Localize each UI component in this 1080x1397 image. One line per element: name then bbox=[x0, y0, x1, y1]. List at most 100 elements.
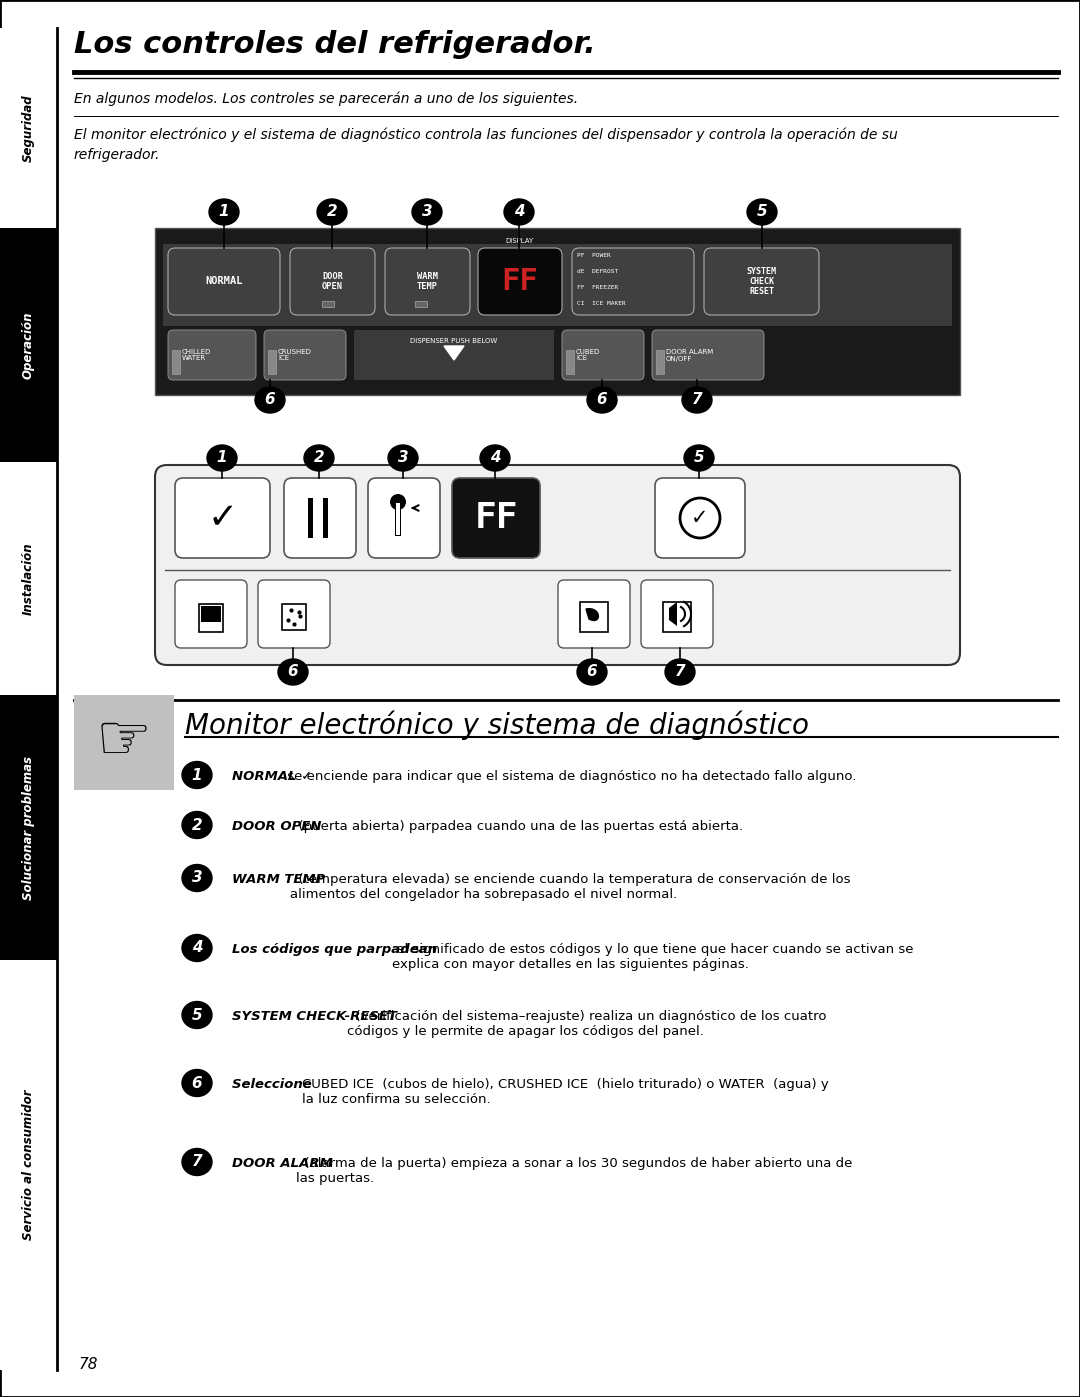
Bar bbox=[172, 351, 180, 374]
Bar bbox=[0, 694, 57, 960]
Text: 3: 3 bbox=[397, 450, 408, 465]
Ellipse shape bbox=[577, 659, 607, 685]
Text: El monitor electrónico y el sistema de diagnóstico controla las funciones del di: El monitor electrónico y el sistema de d… bbox=[75, 129, 897, 142]
Text: 5: 5 bbox=[191, 1007, 202, 1023]
Ellipse shape bbox=[207, 446, 237, 471]
Text: 4: 4 bbox=[489, 450, 500, 465]
Ellipse shape bbox=[681, 387, 712, 414]
Ellipse shape bbox=[183, 865, 212, 891]
Ellipse shape bbox=[183, 1002, 212, 1028]
Text: dE  DEFROST: dE DEFROST bbox=[577, 270, 618, 274]
Text: CRUSHED
ICE: CRUSHED ICE bbox=[278, 348, 312, 362]
Text: 6: 6 bbox=[287, 665, 298, 679]
Text: (temperatura elevada) se enciende cuando la temperatura de conservación de los
a: (temperatura elevada) se enciende cuando… bbox=[289, 873, 850, 901]
Text: 1: 1 bbox=[191, 767, 202, 782]
Bar bbox=[396, 503, 400, 535]
Text: 6: 6 bbox=[265, 393, 275, 408]
Text: 6: 6 bbox=[596, 393, 607, 408]
FancyBboxPatch shape bbox=[642, 580, 713, 648]
Ellipse shape bbox=[255, 387, 285, 414]
Text: SYSTEM CHECK-RESET: SYSTEM CHECK-RESET bbox=[232, 1010, 396, 1023]
Text: 1: 1 bbox=[218, 204, 229, 219]
Text: 3: 3 bbox=[421, 204, 432, 219]
Text: 2: 2 bbox=[313, 450, 324, 465]
Bar bbox=[282, 604, 306, 630]
Text: Seleccione: Seleccione bbox=[232, 1078, 316, 1091]
FancyBboxPatch shape bbox=[478, 249, 562, 314]
Text: NORMAL: NORMAL bbox=[205, 277, 243, 286]
Text: DOOR
OPEN: DOOR OPEN bbox=[322, 272, 343, 291]
Text: CHILLED
WATER: CHILLED WATER bbox=[183, 348, 212, 362]
Bar bbox=[163, 244, 951, 326]
Text: (puerta abierta) parpadea cuando una de las puertas está abierta.: (puerta abierta) parpadea cuando una de … bbox=[289, 820, 743, 833]
Text: FF  FREEZER: FF FREEZER bbox=[577, 285, 618, 291]
FancyBboxPatch shape bbox=[168, 249, 280, 314]
Text: (alarma de la puerta) empieza a sonar a los 30 segundos de haber abierto una de
: (alarma de la puerta) empieza a sonar a … bbox=[296, 1157, 852, 1185]
Polygon shape bbox=[444, 346, 464, 360]
Bar bbox=[75, 694, 174, 789]
Bar bbox=[268, 351, 276, 374]
Bar bbox=[0, 960, 57, 1370]
Bar bbox=[201, 606, 221, 622]
Text: 7: 7 bbox=[675, 665, 686, 679]
Text: WARM TEMP: WARM TEMP bbox=[232, 873, 325, 886]
Bar bbox=[0, 462, 57, 694]
Ellipse shape bbox=[183, 935, 212, 961]
Text: DISPENSER PUSH BELOW: DISPENSER PUSH BELOW bbox=[410, 338, 498, 344]
Bar bbox=[156, 228, 960, 395]
Ellipse shape bbox=[588, 387, 617, 414]
Text: FF: FF bbox=[474, 502, 517, 535]
Text: CUBED
ICE: CUBED ICE bbox=[576, 348, 600, 362]
FancyBboxPatch shape bbox=[168, 330, 256, 380]
Circle shape bbox=[390, 495, 406, 510]
Ellipse shape bbox=[665, 659, 696, 685]
Ellipse shape bbox=[303, 446, 334, 471]
FancyBboxPatch shape bbox=[258, 580, 330, 648]
Text: 7: 7 bbox=[691, 393, 702, 408]
FancyBboxPatch shape bbox=[572, 249, 694, 314]
Ellipse shape bbox=[318, 198, 347, 225]
Text: NORMAL ✓: NORMAL ✓ bbox=[232, 770, 312, 782]
Text: Los controles del refrigerador.: Los controles del refrigerador. bbox=[75, 29, 596, 59]
Text: ☞: ☞ bbox=[96, 712, 152, 773]
Ellipse shape bbox=[278, 659, 308, 685]
Bar bbox=[656, 351, 664, 374]
FancyBboxPatch shape bbox=[175, 478, 270, 557]
Text: 6: 6 bbox=[586, 665, 597, 679]
Text: Los códigos que parpadean: Los códigos que parpadean bbox=[232, 943, 437, 956]
Text: 78: 78 bbox=[79, 1356, 98, 1372]
Ellipse shape bbox=[504, 198, 534, 225]
Bar bbox=[308, 497, 313, 538]
Ellipse shape bbox=[388, 446, 418, 471]
Bar bbox=[354, 330, 554, 380]
Text: 5: 5 bbox=[757, 204, 767, 219]
FancyBboxPatch shape bbox=[562, 330, 644, 380]
Text: 6: 6 bbox=[191, 1076, 202, 1091]
Bar bbox=[199, 604, 222, 631]
Text: WARM
TEMP: WARM TEMP bbox=[417, 272, 438, 291]
Ellipse shape bbox=[183, 1148, 212, 1175]
Text: 2: 2 bbox=[326, 204, 337, 219]
Text: 7: 7 bbox=[191, 1154, 202, 1169]
Text: DISPLAY: DISPLAY bbox=[505, 237, 535, 244]
Bar bbox=[0, 228, 57, 462]
Text: 2: 2 bbox=[191, 817, 202, 833]
Text: (verificación del sistema–reajuste) realiza un diagnóstico de los cuatro
códigos: (verificación del sistema–reajuste) real… bbox=[347, 1010, 826, 1038]
Bar bbox=[415, 300, 427, 307]
Bar bbox=[322, 300, 334, 307]
Text: DOOR ALARM
ON/OFF: DOOR ALARM ON/OFF bbox=[666, 348, 713, 362]
Bar bbox=[0, 28, 57, 228]
FancyBboxPatch shape bbox=[654, 478, 745, 557]
Bar bbox=[323, 497, 328, 538]
Text: Operación: Operación bbox=[22, 312, 35, 379]
Text: ✓: ✓ bbox=[207, 502, 238, 535]
Text: DOOR OPEN: DOOR OPEN bbox=[232, 820, 322, 833]
Ellipse shape bbox=[411, 198, 442, 225]
Text: se enciende para indicar que el sistema de diagnóstico no ha detectado fallo alg: se enciende para indicar que el sistema … bbox=[283, 770, 856, 782]
Ellipse shape bbox=[183, 761, 212, 788]
FancyBboxPatch shape bbox=[384, 249, 470, 314]
Text: CI  ICE MAKER: CI ICE MAKER bbox=[577, 300, 625, 306]
Ellipse shape bbox=[480, 446, 510, 471]
FancyBboxPatch shape bbox=[704, 249, 819, 314]
Text: 3: 3 bbox=[191, 870, 202, 886]
